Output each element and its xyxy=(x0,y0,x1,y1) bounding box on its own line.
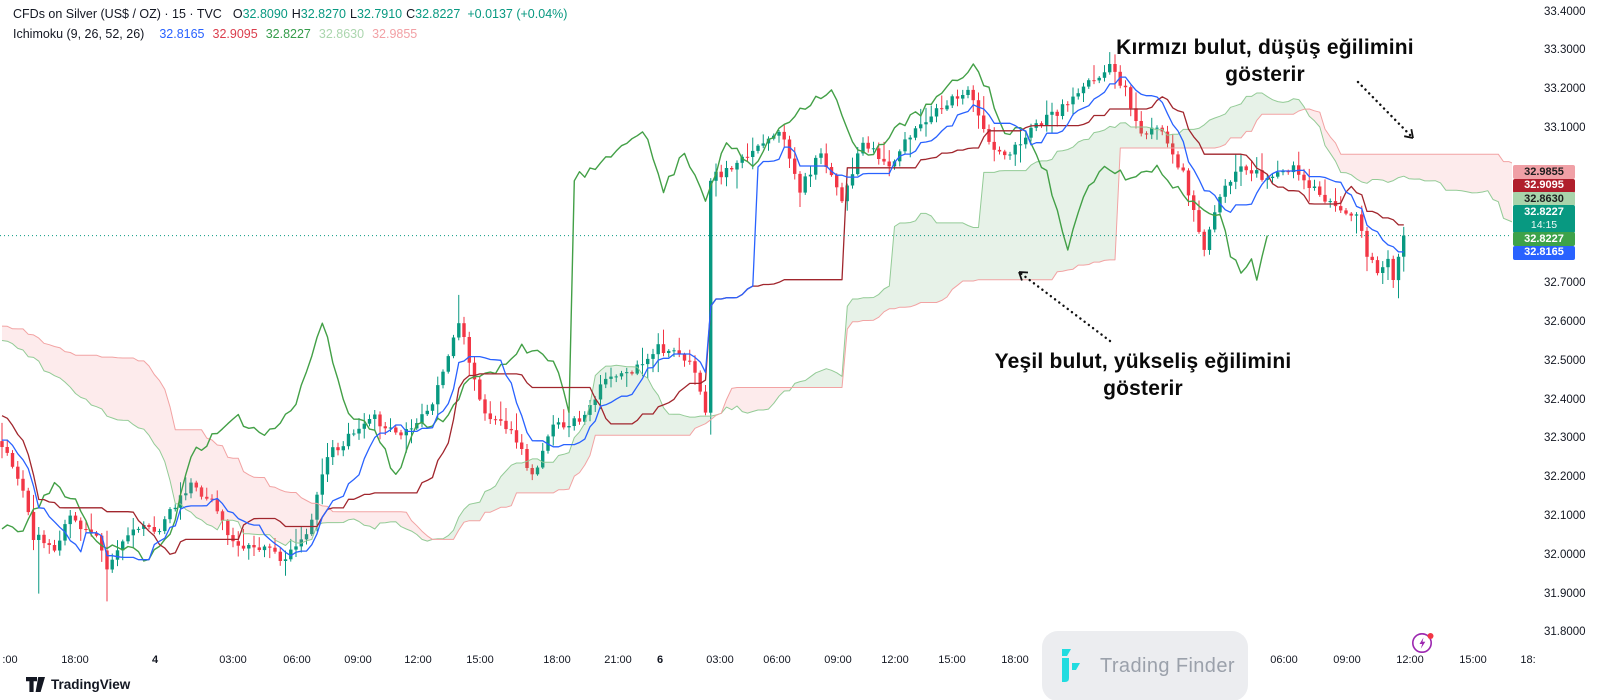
time-label: 15:00 xyxy=(938,654,966,666)
ichimoku-cloud xyxy=(433,365,720,540)
change-value: +0.0137 (+0.04%) xyxy=(467,7,568,21)
time-label: 18: xyxy=(1520,654,1536,666)
ichimoku-cloud xyxy=(791,93,1306,388)
ohlc-value: 32.8270 xyxy=(300,7,346,21)
senkou-b-price-label: 32.9855 xyxy=(1513,165,1575,179)
ohlc-key: H xyxy=(291,7,301,21)
price-tick: 32.2000 xyxy=(1544,471,1586,484)
ohlc-key: L xyxy=(349,7,357,21)
chikou-line xyxy=(1,63,1268,562)
tradingview-logo-icon xyxy=(26,677,45,692)
ichimoku-cloud xyxy=(2,326,433,546)
time-label: 12:00 xyxy=(1396,654,1424,666)
time-label: 09:00 xyxy=(344,654,372,666)
price-tick: 31.9000 xyxy=(1544,587,1586,600)
time-label: 18:00 xyxy=(543,654,571,666)
data-flash-icon[interactable] xyxy=(1410,630,1436,656)
annotation-arrowhead xyxy=(1018,271,1023,281)
chikou-price-label: 32.8227 xyxy=(1513,232,1575,246)
price-tick: 33.2000 xyxy=(1544,83,1586,96)
time-label: 18:00 xyxy=(1001,654,1029,666)
time-label: 03:00 xyxy=(219,654,247,666)
tradingview-logo-text: TradingView xyxy=(51,677,131,692)
indicator-values: 32.8165 32.9095 32.8227 32.8630 32.9855 xyxy=(151,24,417,44)
annotation-arrow xyxy=(1356,80,1415,140)
price-tick: 33.1000 xyxy=(1544,122,1586,135)
ohlc-value: 32.7910 xyxy=(356,7,403,21)
indicator-value: 32.8630 xyxy=(318,27,365,41)
time-label: 12:00 xyxy=(881,654,909,666)
ohlc-key: O xyxy=(232,7,243,21)
senkou-a-price-label: 32.8630 xyxy=(1513,192,1575,206)
trading-finder-logo-icon xyxy=(1062,649,1080,682)
price-tick: 33.3000 xyxy=(1544,44,1586,57)
indicator-value: 32.9095 xyxy=(212,27,258,41)
time-label: :00 xyxy=(2,654,18,666)
trading-finder-watermark-text: Trading Finder xyxy=(1100,654,1235,677)
price-tick: 32.6000 xyxy=(1544,316,1586,329)
annotation-arrowhead xyxy=(1018,271,1029,274)
time-label: 6 xyxy=(656,654,664,666)
annotation-green-cloud: Yeşil bulut, yükseliş eğilimini gösterir xyxy=(923,348,1363,402)
time-label: 09:00 xyxy=(824,654,852,666)
senkou-a-line xyxy=(1,92,1512,546)
indicator-name: Ichimoku (9, 26, 52, 26) xyxy=(13,27,145,41)
kijun-price-label: 32.9095 xyxy=(1513,178,1575,193)
price-tick: 32.3000 xyxy=(1544,432,1586,445)
price-axis[interactable]: 33.4000 33.3000 33.2000 33.1000 32.7000 32.60… xyxy=(1512,0,1600,648)
tradingview-logo[interactable]: TradingView xyxy=(26,676,130,693)
annotation-arrowhead xyxy=(1410,128,1414,139)
symbol-title: CFDs on Silver (US$ / OZ) · 15 · TVC xyxy=(13,7,222,21)
price-tick: 32.1000 xyxy=(1544,510,1586,523)
kijun-line xyxy=(1,96,1404,555)
indicator-value: 32.9855 xyxy=(372,27,418,41)
annotation-red-cloud-line1: Kırmızı bulut, düşüş eğilimini xyxy=(1116,36,1414,59)
time-label: 15:00 xyxy=(466,654,494,666)
time-label: 4 xyxy=(151,654,159,666)
chart-legend: CFDs on Silver (US$ / OZ) · 15 · TVC O32… xyxy=(13,4,567,44)
annotation-red-cloud: Kırmızı bulut, düşüş eğilimini gösterir xyxy=(1045,34,1485,88)
annotation-red-cloud-line2: gösterir xyxy=(1225,63,1305,86)
time-label: 18:00 xyxy=(61,654,89,666)
price-tick: 32.4000 xyxy=(1544,393,1586,406)
price-tick: 33.4000 xyxy=(1544,5,1586,18)
price-tick: 32.7000 xyxy=(1544,277,1586,290)
time-label: 21:00 xyxy=(604,654,632,666)
price-tick: 32.5000 xyxy=(1544,354,1586,367)
time-label: 06:00 xyxy=(283,654,311,666)
tenkan-line xyxy=(2,76,1404,561)
annotation-green-cloud-line1: Yeşil bulut, yükseliş eğilimini xyxy=(994,350,1292,373)
annotation-arrowhead xyxy=(1404,135,1414,139)
price-tick: 32.0000 xyxy=(1544,548,1586,561)
ichimoku-cloud xyxy=(1305,109,1512,222)
time-label: 09:00 xyxy=(1333,654,1361,666)
time-label: 03:00 xyxy=(706,654,734,666)
time-label: 15:00 xyxy=(1459,654,1487,666)
senkou-b-line xyxy=(1,108,1512,540)
ohlc-value: 32.8227 xyxy=(415,7,461,21)
trading-finder-watermark: Trading Finder xyxy=(1042,631,1248,700)
price-tick: 31.8000 xyxy=(1544,626,1586,639)
annotation-arrow xyxy=(1017,270,1112,343)
ohlc-values: O32.8090 H32.8270 L32.7910 C32.8227 xyxy=(229,4,461,24)
time-label: 06:00 xyxy=(763,654,791,666)
indicator-value: 32.8165 xyxy=(159,27,205,41)
time-axis[interactable]: :00 18:00 4 03:00 06:00 09:00 12:00 15:00 18:00 2… xyxy=(0,648,1600,678)
time-label: 12:00 xyxy=(404,654,432,666)
ichimoku-cloud xyxy=(720,387,792,414)
ohlc-value: 32.8090 xyxy=(242,7,288,21)
annotation-green-cloud-line2: gösterir xyxy=(1103,377,1183,400)
ohlc-key: C xyxy=(406,7,416,21)
time-label: 06:00 xyxy=(1270,654,1298,666)
current-price-label: 32.8227 14:15 xyxy=(1513,205,1575,233)
tenkan-price-label: 32.8165 xyxy=(1513,245,1575,260)
indicator-value: 32.8227 xyxy=(265,27,311,41)
